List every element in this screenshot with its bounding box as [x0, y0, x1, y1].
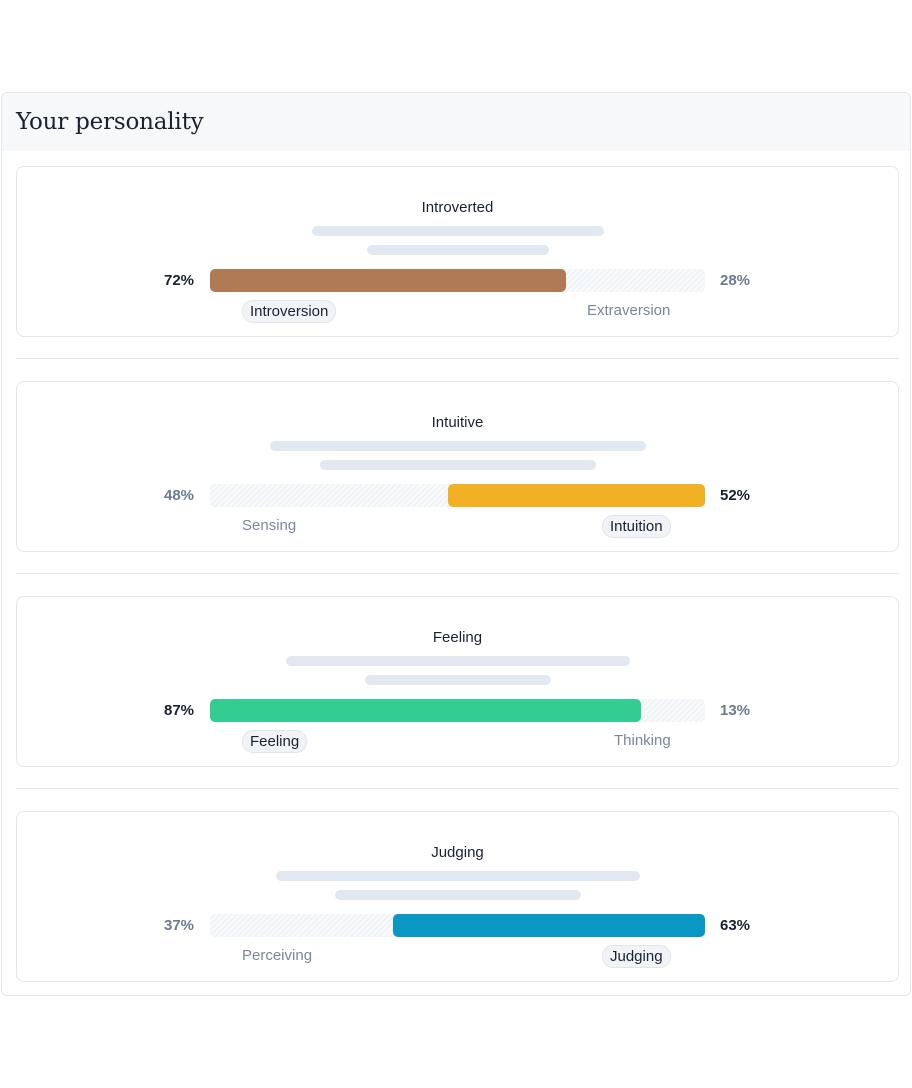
trait-bar-track	[210, 699, 705, 722]
trait-bar-track	[210, 484, 705, 507]
trait-title: Intuitive	[431, 414, 484, 431]
trait-title: Feeling	[432, 629, 483, 646]
right-label: Extraversion	[587, 302, 671, 319]
left-label: Perceiving	[242, 947, 313, 964]
right-label: Judging	[602, 945, 671, 968]
placeholder-line	[320, 460, 596, 470]
right-percentage: 63%	[720, 917, 751, 934]
trait-bar-fill	[393, 914, 705, 937]
left-label: Sensing	[242, 517, 297, 534]
trait-card-feeling: Feeling 87% 13% Feeling Thinking	[16, 596, 899, 767]
trait-card-intuitive: Intuitive 48% 52% Sensing Intuition	[16, 381, 899, 552]
trait-bar-track	[210, 269, 705, 292]
divider	[16, 358, 899, 359]
left-label: Feeling	[242, 730, 308, 753]
placeholder-line	[367, 245, 549, 255]
trait-card-introverted: Introverted 72% 28% Introversion Extrave…	[16, 166, 899, 337]
placeholder-line	[365, 675, 551, 685]
divider	[16, 573, 899, 574]
right-percentage: 28%	[720, 272, 751, 289]
panel-title: Your personality	[16, 109, 204, 135]
placeholder-line	[276, 871, 640, 881]
trait-bar-track	[210, 914, 705, 937]
right-label: Thinking	[614, 732, 671, 749]
trait-title: Judging	[431, 844, 484, 861]
trait-bar-fill	[210, 269, 566, 292]
left-percentage: 37%	[164, 917, 195, 934]
placeholder-line	[335, 890, 581, 900]
panel-header: Your personality	[2, 93, 910, 151]
trait-bar-fill	[448, 484, 705, 507]
placeholder-line	[312, 226, 604, 236]
personality-panel: Your personality Introverted 72% 28% Int…	[1, 92, 911, 996]
left-percentage: 48%	[164, 487, 195, 504]
divider	[16, 788, 899, 789]
placeholder-line	[286, 656, 630, 666]
trait-title: Introverted	[421, 199, 494, 216]
right-percentage: 13%	[720, 702, 751, 719]
right-percentage: 52%	[720, 487, 751, 504]
trait-card-judging: Judging 37% 63% Perceiving Judging	[16, 811, 899, 982]
placeholder-line	[270, 441, 646, 451]
left-label: Introversion	[242, 300, 337, 323]
left-percentage: 72%	[164, 272, 195, 289]
trait-bar-fill	[210, 699, 641, 722]
right-label: Intuition	[602, 515, 671, 538]
left-percentage: 87%	[164, 702, 195, 719]
